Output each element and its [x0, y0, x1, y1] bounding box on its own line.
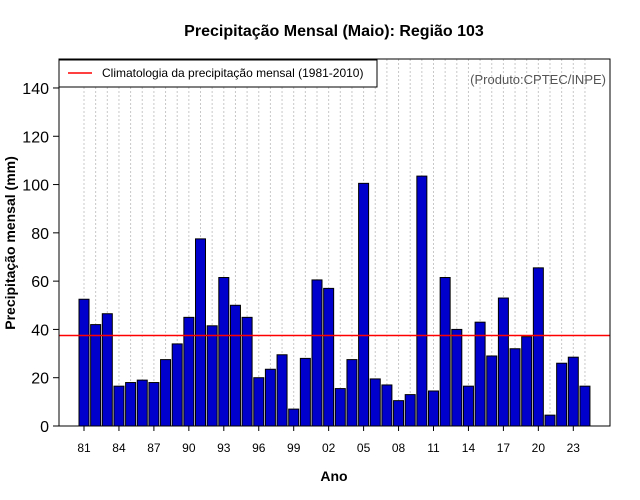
bar-1986: [136, 379, 148, 427]
bar-1989: [171, 343, 183, 427]
bar-1993: [218, 277, 230, 427]
bar-2000: [299, 357, 311, 427]
bar-2007: [381, 384, 393, 427]
bars-group: [78, 175, 591, 427]
bar-1990: [183, 316, 195, 427]
x-tick-label: 81: [77, 441, 91, 455]
y-tick-label: 60: [31, 274, 49, 291]
bar-2013: [451, 328, 463, 427]
x-tick-label: 20: [532, 441, 546, 455]
bar-2005: [358, 182, 370, 427]
bar-1987: [148, 382, 160, 427]
bar-1995: [241, 316, 253, 427]
y-tick-label: 40: [31, 322, 49, 339]
x-tick-label: 90: [182, 441, 196, 455]
plot-frame: [58, 58, 611, 427]
legend-label: Climatologia da precipitação mensal (198…: [102, 66, 363, 80]
bar-2018: [509, 348, 521, 427]
bar-2015: [474, 321, 486, 427]
bar-2024: [579, 385, 591, 427]
legend-box: [58, 59, 378, 88]
bar-2023: [567, 356, 579, 427]
bar-2006: [369, 378, 381, 427]
x-tick-label: 17: [497, 441, 511, 455]
bar-2001: [311, 279, 323, 427]
chart-title: Precipitação Mensal (Maio): Região 103: [184, 23, 484, 40]
x-tick-label: 87: [147, 441, 161, 455]
bar-2012: [439, 277, 451, 427]
x-axis: 81 84 87 90 93 96 99 02 05 08 11 14 17 20 23: [77, 426, 580, 455]
bar-1984: [113, 385, 125, 427]
bar-2002: [323, 287, 335, 427]
bar-1996: [253, 377, 265, 427]
bar-2003: [334, 388, 346, 427]
bar-2009: [404, 394, 416, 427]
y-tick-label: 140: [22, 81, 49, 98]
x-tick-label: 99: [287, 441, 301, 455]
x-tick-label: 08: [392, 441, 406, 455]
bar-2010: [416, 175, 428, 427]
legend: Climatologia da precipitação mensal (198…: [58, 59, 378, 88]
x-tick-label: 11: [427, 441, 440, 455]
bar-2017: [497, 297, 509, 427]
bar-2008: [393, 400, 405, 427]
y-tick-label: 120: [22, 129, 49, 146]
bar-1997: [264, 368, 276, 427]
y-tick-label: 100: [22, 178, 49, 195]
bar-1981: [78, 298, 90, 427]
x-tick-label: 23: [567, 441, 581, 455]
bar-1983: [101, 313, 113, 427]
x-tick-label: 02: [322, 441, 336, 455]
bar-2020: [532, 267, 544, 427]
y-axis: 0 20 40 60 80 100 120 140: [22, 81, 59, 436]
y-tick-label: 80: [31, 226, 49, 243]
bar-1998: [276, 354, 288, 427]
bar-1988: [160, 359, 172, 427]
x-tick-label: 96: [252, 441, 266, 455]
bar-1982: [90, 324, 102, 427]
x-tick-label: 84: [112, 441, 126, 455]
bar-1999: [288, 408, 300, 427]
bar-2022: [556, 362, 568, 427]
bar-1992: [206, 325, 218, 427]
bar-1985: [125, 382, 137, 427]
y-tick-label: 20: [31, 371, 49, 388]
bar-2019: [521, 336, 533, 427]
bar-2004: [346, 359, 358, 427]
bar-1991: [195, 238, 206, 427]
bar-1994: [229, 304, 241, 427]
y-axis-title: Precipitação mensal (mm): [2, 156, 18, 330]
x-tick-label: 14: [462, 441, 476, 455]
y-tick-label: 0: [40, 419, 49, 436]
x-tick-label: 05: [357, 441, 371, 455]
bar-2014: [462, 385, 474, 427]
source-note: (Produto:CPTEC/INPE): [470, 72, 606, 87]
bar-2021: [544, 414, 556, 427]
x-axis-title: Ano: [320, 468, 347, 484]
x-tick-label: 93: [217, 441, 231, 455]
bar-2011: [428, 390, 439, 427]
bar-2016: [486, 355, 498, 427]
